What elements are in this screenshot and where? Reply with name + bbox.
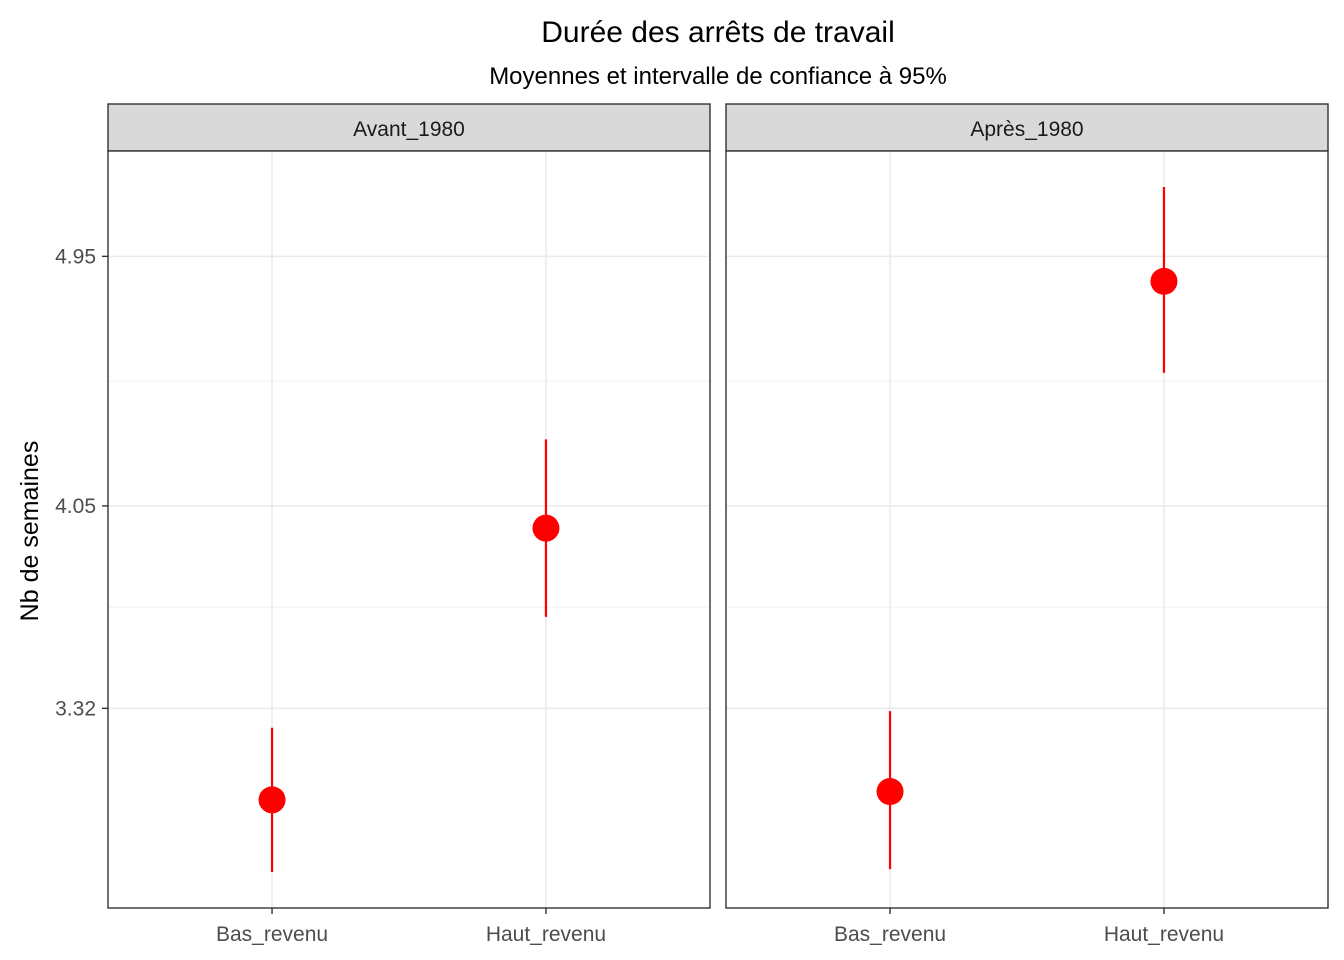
y-axis-title: Nb de semaines bbox=[16, 441, 44, 622]
facet-strip bbox=[725, 103, 1329, 152]
mean-point bbox=[876, 778, 904, 806]
y-tick-label: 4.05 bbox=[55, 495, 96, 518]
panel-background bbox=[108, 151, 710, 908]
facet-strip bbox=[107, 103, 711, 152]
mean-point bbox=[532, 514, 560, 542]
facet-strip-label: Après_1980 bbox=[970, 118, 1083, 141]
mean-point bbox=[1150, 267, 1178, 295]
chart-title: Durée des arrêts de travail bbox=[541, 16, 895, 49]
y-tick-label: 4.95 bbox=[55, 245, 96, 268]
mean-point bbox=[258, 786, 286, 814]
x-tick-label: Haut_revenu bbox=[486, 923, 606, 946]
chart-subtitle: Moyennes et intervalle de confiance à 95… bbox=[489, 63, 947, 90]
panel-border bbox=[725, 150, 1329, 909]
facet-strip-label: Avant_1980 bbox=[353, 118, 465, 141]
x-tick-label: Bas_revenu bbox=[216, 923, 328, 946]
x-tick-label: Haut_revenu bbox=[1104, 923, 1224, 946]
x-tick-label: Bas_revenu bbox=[834, 923, 946, 946]
panel-background bbox=[726, 151, 1328, 908]
y-tick-label: 3.32 bbox=[55, 697, 96, 720]
panels: Avant_1980 Bas_revenu Haut_revenu 3.32 4.05 4… bbox=[55, 103, 1329, 946]
panel-border bbox=[107, 150, 711, 909]
panel-2: Après_1980 Bas_revenu Haut_revenu bbox=[725, 103, 1329, 946]
panel-1: Avant_1980 Bas_revenu Haut_revenu 3.32 4.05 4… bbox=[55, 103, 711, 946]
